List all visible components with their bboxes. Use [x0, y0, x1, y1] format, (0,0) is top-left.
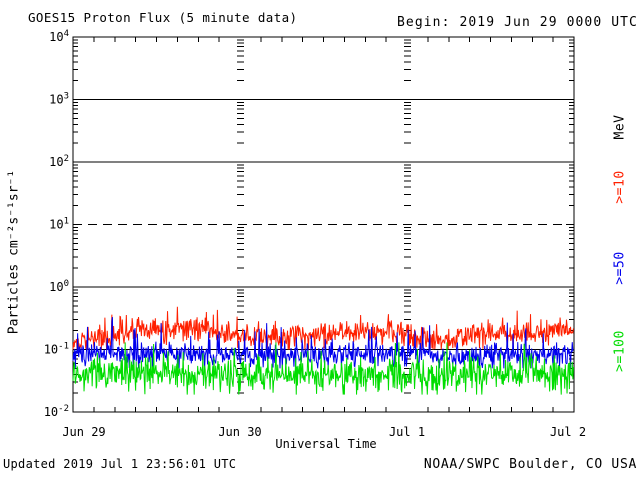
svg-text:Jul 1: Jul 1: [389, 425, 425, 439]
y-axis-ticks: [73, 39, 574, 413]
x-tick-labels: Jun 29 Jun 30 Jul 1 Jul 2: [62, 425, 586, 439]
y-tick-labels: 104 103 102 101 100 10-1 10-2: [44, 29, 69, 419]
svg-text:10-2: 10-2: [44, 404, 69, 419]
chart-title: GOES15 Proton Flux (5 minute data): [28, 10, 298, 25]
legend-ge10-label: >=10: [612, 170, 628, 204]
svg-text:104: 104: [49, 29, 69, 44]
updated-timestamp: Updated 2019 Jul 1 23:56:01 UTC: [3, 457, 237, 471]
x-axis-label: Universal Time: [275, 437, 377, 451]
series-ge100-trace: [72, 342, 574, 395]
y-axis-label: Particles cm⁻²s⁻¹sr⁻¹: [6, 169, 22, 335]
legend-ge50-label: >=50: [612, 251, 628, 285]
svg-text:101: 101: [49, 217, 69, 232]
legend-ge100-label: >=100: [612, 330, 628, 372]
y-gridlines: [73, 99, 574, 350]
svg-text:102: 102: [49, 154, 69, 169]
svg-text:Jul 2: Jul 2: [550, 425, 586, 439]
begin-time-label: Begin: 2019 Jun 29 0000 UTC: [396, 15, 638, 30]
legend-unit-label: MeV: [612, 114, 628, 140]
svg-text:103: 103: [49, 92, 69, 107]
svg-text:10-1: 10-1: [44, 342, 69, 357]
series-ge10-trace: [72, 306, 574, 351]
svg-text:100: 100: [49, 279, 69, 294]
source-attribution: NOAA/SWPC Boulder, CO USA: [423, 457, 637, 472]
series-ge50-trace: [72, 317, 574, 369]
svg-text:Jun 29: Jun 29: [62, 425, 105, 439]
series-traces: [72, 306, 574, 395]
x-hour-ticks: [93, 37, 554, 412]
svg-text:Jun 30: Jun 30: [218, 425, 261, 439]
